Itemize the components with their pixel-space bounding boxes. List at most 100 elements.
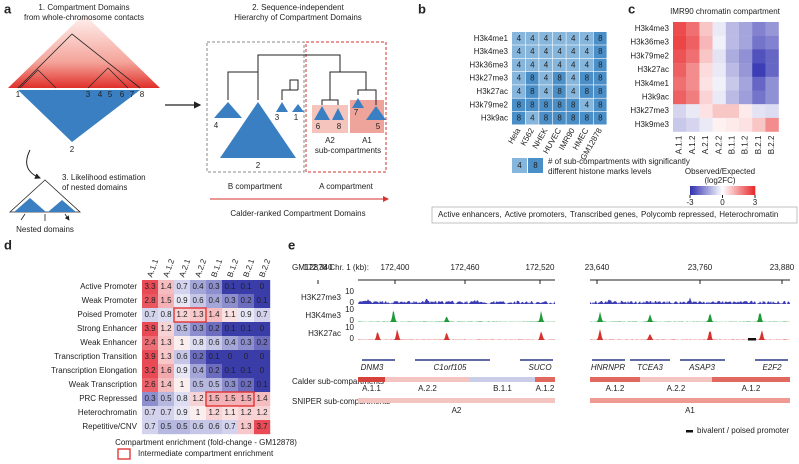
cell-value: 0.3 (240, 338, 252, 347)
cell-value: 4 (530, 114, 535, 123)
cell-value: 4 (557, 34, 562, 43)
cell-value: 4 (517, 74, 522, 83)
cell (580, 85, 593, 98)
cell (673, 104, 687, 119)
cell-value: 8 (571, 100, 576, 109)
colorbar-tick-label: -3 (686, 198, 694, 207)
cell (190, 406, 207, 421)
cell (552, 45, 566, 58)
colorbar-step (701, 186, 704, 195)
cell (142, 350, 159, 365)
cell-value: 4 (571, 47, 576, 56)
cell-value: 8 (557, 87, 562, 96)
cell (142, 406, 159, 421)
cell (539, 71, 553, 85)
track-label: Calder sub-compartments (292, 377, 384, 386)
cell (712, 104, 726, 119)
cell (190, 294, 207, 309)
row-label: H3k36me3 (469, 60, 508, 69)
cell (712, 117, 726, 132)
cell-value: 4 (544, 74, 549, 83)
signal-track (358, 298, 555, 304)
cell (222, 406, 239, 421)
segment-label: A.1.2 (536, 384, 555, 393)
row-label: H3k27me3 (469, 74, 508, 83)
cell (190, 378, 207, 393)
cell (725, 104, 740, 119)
cell (673, 76, 687, 91)
cell (699, 90, 713, 105)
cell (222, 322, 239, 337)
cell-value: 0.1 (240, 366, 252, 375)
cell (238, 308, 255, 323)
colorbar-step (707, 186, 710, 195)
cell (765, 49, 779, 64)
colorbar-step (696, 186, 699, 195)
cell-value: 4 (544, 60, 549, 69)
cell-value: 8 (517, 100, 522, 109)
gene-label: HNRNPR (591, 363, 625, 372)
segment-label: A.2.2 (418, 384, 437, 393)
row-label: Weak Enhancer (80, 338, 137, 347)
cell (752, 90, 766, 105)
column-label: B.1.1 (209, 257, 224, 278)
cell (222, 378, 239, 393)
colorbar-step (748, 186, 751, 195)
colorbar-step (727, 186, 730, 195)
colorbar-step (717, 186, 720, 195)
cell-value: 0.4 (192, 282, 204, 291)
cell-value: 0.7 (176, 282, 188, 291)
column-label: B.2.1 (754, 135, 763, 154)
cell (222, 364, 239, 379)
cell (174, 308, 191, 323)
cell (752, 117, 766, 132)
cell (686, 49, 700, 64)
row-label: H3k9ac (481, 114, 508, 123)
signal-track (358, 310, 555, 322)
cell (699, 117, 713, 132)
colorbar-step (740, 186, 743, 195)
cell-value: 0.2 (240, 296, 252, 305)
cell (580, 111, 593, 125)
cell-value: 0.7 (144, 408, 156, 417)
cell-value: 3.9 (144, 324, 156, 333)
cell-value: 8 (598, 34, 603, 43)
cell-value: 1 (196, 408, 201, 417)
gene-label: C1orf105 (434, 363, 467, 372)
cell (725, 63, 740, 77)
cell (725, 76, 740, 91)
colorbar-step (699, 186, 702, 195)
calder-segment (535, 377, 555, 382)
cell-value: 1.1 (224, 310, 236, 319)
cell (158, 350, 175, 365)
cell (712, 49, 726, 64)
cell (552, 85, 566, 98)
cell (174, 406, 191, 421)
cell (174, 322, 191, 337)
cell-value: 1.3 (160, 338, 172, 347)
cell-value: 8 (598, 100, 603, 109)
cell-value: 1.2 (256, 408, 268, 417)
step-title: from whole-chromosome contacts (24, 13, 144, 22)
row-label: Repetitive/CNV (82, 422, 137, 431)
colorbar-step (704, 186, 707, 195)
nested-label: Nested domains (16, 225, 74, 234)
tree-number: 8 (337, 122, 342, 131)
tick-label: 172,460 (451, 263, 480, 272)
cell (222, 392, 239, 407)
cell (238, 406, 255, 421)
cell (525, 111, 539, 125)
signal-track (358, 329, 555, 340)
cell (158, 294, 175, 309)
colorbar-step (725, 186, 728, 195)
cell (525, 58, 539, 72)
tree-number: 5 (376, 122, 381, 131)
cell-value: 0.5 (160, 394, 172, 403)
cell-value: 4 (571, 74, 576, 83)
cell (712, 63, 726, 77)
row-label: H3k27ac (476, 87, 508, 96)
cell-value: 8 (517, 114, 522, 123)
step-title: of nested domains (62, 183, 127, 192)
cell (765, 35, 779, 50)
cell (539, 98, 553, 112)
